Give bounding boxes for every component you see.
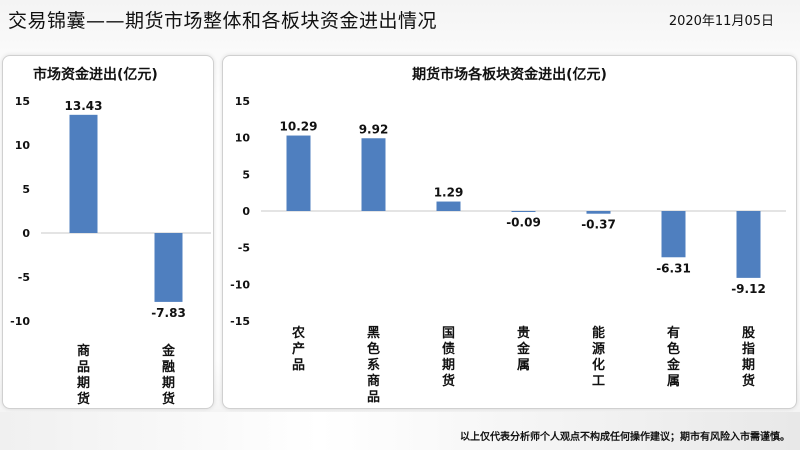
bar [436, 201, 461, 211]
category-label-char: 品 [292, 358, 305, 373]
category-label-char: 期 [442, 358, 455, 373]
category-label-char: 贵 [517, 325, 530, 341]
y-tick-label: -15 [230, 315, 250, 328]
category-label-char: 产 [292, 341, 305, 357]
category-label-char: 商 [77, 343, 90, 359]
category-label-char: 工 [592, 374, 605, 389]
data-label: -0.37 [581, 218, 616, 232]
sector-flow-panel: 期货市场各板块资金进出(亿元) 15 10 5 0 -5 -10 -15 10.29 农产品 9.… [222, 55, 797, 409]
y-tick-label: -5 [18, 271, 30, 284]
category-label-char: 能 [592, 325, 605, 341]
data-label: 13.43 [65, 99, 103, 113]
y-tick-label: 5 [242, 168, 250, 181]
sector-chart-title: 期货市场各板块资金进出(亿元) [412, 67, 607, 83]
data-label: 10.29 [280, 120, 318, 134]
y-tick-label: -10 [10, 315, 30, 328]
category-label-char: 债 [442, 341, 455, 357]
category-label-char: 国 [442, 326, 455, 341]
bar [361, 138, 386, 211]
category-label-char: 期 [742, 358, 755, 373]
category-label-char: 货 [742, 373, 755, 389]
bar [286, 135, 311, 211]
page-title: 交易锦囊——期货市场整体和各板块资金进出情况 [8, 10, 438, 32]
bar [511, 211, 536, 212]
category-label-char: 期 [162, 376, 175, 391]
category-label-char: 货 [442, 373, 455, 389]
category-label-char: 金 [516, 341, 531, 357]
bar [736, 211, 761, 278]
overall-flow-panel: 市场资金进出(亿元) 15 10 5 0 -5 -10 13.43 商品期货 -7.83 金融期货 [2, 55, 214, 409]
category-label-char: 期 [77, 376, 90, 391]
category-label-char: 货 [77, 391, 90, 407]
data-label: -6.31 [656, 261, 691, 275]
bar [154, 233, 183, 302]
category-label-char: 色 [367, 341, 380, 357]
data-label: 1.29 [434, 186, 464, 200]
y-tick-label: 15 [15, 95, 30, 108]
category-label-char: 股 [742, 326, 755, 341]
category-label-char: 金 [161, 343, 176, 359]
category-label-char: 货 [162, 391, 175, 407]
category-label-char: 指 [742, 341, 755, 357]
y-tick-label: -10 [230, 278, 250, 291]
category-label-char: 黑 [367, 326, 380, 341]
category-label-char: 商 [367, 373, 380, 389]
bar [586, 211, 611, 214]
category-label-char: 融 [162, 359, 175, 375]
data-label: -7.83 [151, 306, 186, 320]
y-tick-label: 10 [15, 139, 31, 152]
category-label-char: 化 [592, 357, 605, 373]
footer-bar [0, 412, 800, 450]
bar [69, 114, 98, 233]
category-label-char: 品 [77, 360, 90, 375]
y-tick-label: 10 [235, 132, 251, 145]
disclaimer-text: 以上仅代表分析师个人观点不构成任何操作建议；期市有风险入市需谨慎。 [460, 432, 790, 443]
bar [661, 211, 686, 258]
y-tick-label: 0 [22, 227, 30, 240]
sector-flow-chart: 151050-5-10-1510.29农产品9.92黑色系商品1.29国债期货-… [230, 95, 786, 405]
data-label: -9.12 [731, 282, 766, 296]
data-label: -0.09 [506, 216, 541, 230]
y-tick-label: 15 [235, 95, 250, 108]
category-label-char: 有 [667, 325, 680, 341]
category-label-char: 属 [667, 374, 680, 389]
category-label-char: 源 [592, 341, 605, 357]
overall-chart-title: 市场资金进出(亿元) [33, 67, 158, 83]
report-date: 2020年11月05日 [668, 14, 774, 29]
category-label-char: 色 [667, 341, 680, 357]
y-tick-label: -5 [238, 242, 250, 255]
category-label-char: 品 [367, 390, 380, 405]
category-label-char: 系 [367, 357, 380, 373]
y-tick-label: 5 [22, 183, 30, 196]
category-label-char: 属 [517, 358, 530, 373]
category-label-char: 金 [666, 357, 681, 373]
y-tick-label: 0 [242, 205, 250, 218]
data-label: 9.92 [359, 122, 389, 136]
category-label-char: 农 [291, 325, 305, 341]
